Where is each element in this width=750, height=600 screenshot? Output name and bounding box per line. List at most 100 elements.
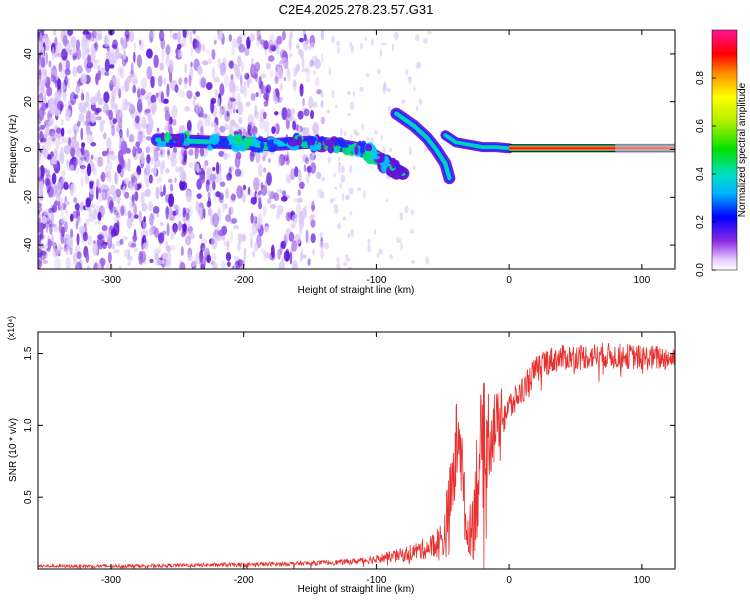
spectrogram-noise-blob — [197, 168, 202, 173]
spectrogram-noise-blob — [170, 233, 174, 240]
spectrogram-noise-blob — [217, 207, 222, 221]
spectrogram-noise-blob — [120, 206, 125, 217]
spectrogram-noise-blob — [255, 92, 259, 98]
spectrogram-noise-blob — [233, 224, 240, 230]
spectrogram-noise-blob — [87, 234, 93, 246]
spectrogram-noise-blob — [108, 150, 115, 156]
spectrogram-noise-blob — [141, 133, 145, 139]
spectrogram-ridge-blob — [287, 138, 299, 147]
spectrogram-noise-blob — [120, 37, 124, 46]
spectrogram-noise-blob — [138, 39, 142, 46]
spectrogram-noise-blob — [119, 66, 124, 79]
spectrogram-noise-blob — [181, 153, 187, 166]
spectrogram-noise-blob — [219, 106, 223, 119]
spectrogram-noise-blob — [302, 154, 309, 163]
snr-x-tick-label: 100 — [633, 575, 650, 586]
spectrogram-ridge-blob — [390, 170, 402, 180]
spectrogram-noise-blob — [112, 206, 117, 213]
spectrogram-noise-blob — [38, 142, 41, 150]
spectrogram-noise-blob — [146, 154, 151, 164]
spectrogram-noise-blob — [56, 50, 60, 57]
spectrogram-noise-blob — [330, 198, 335, 202]
spectrogram-noise-blob — [84, 218, 90, 226]
spectrogram-noise-blob — [226, 172, 233, 181]
spectrogram-noise-blob — [149, 30, 156, 39]
spectrogram-noise-blob — [95, 107, 102, 113]
spectrogram-noise-blob — [169, 59, 174, 74]
spectrogram-noise-blob — [69, 240, 73, 254]
spectrogram-noise-blob — [142, 129, 146, 141]
spectrogram-noise-blob — [38, 165, 45, 180]
spectrogram-noise-blob — [128, 103, 136, 115]
spectrogram-noise-blob — [184, 63, 187, 74]
spectrogram-noise-blob — [92, 163, 96, 175]
snr-x-tick-label: -300 — [101, 575, 121, 586]
spectrogram-noise-blob — [250, 92, 256, 101]
spectrogram-noise-blob — [95, 116, 102, 121]
spectrogram-noise-blob — [256, 38, 261, 48]
spectrogram-noise-blob — [152, 206, 160, 214]
spectrogram-noise-blob — [95, 73, 99, 86]
spectrogram-noise-blob — [310, 42, 315, 49]
spectrogram-noise-blob — [415, 105, 419, 112]
spectrogram-noise-blob — [72, 210, 79, 219]
spectrogram-noise-blob — [263, 167, 267, 173]
spectrogram-noise-blob — [132, 234, 138, 242]
spectrogram-noise-blob — [97, 156, 104, 168]
spectrogram-noise-blob — [115, 240, 123, 247]
spectrogram-noise-blob — [43, 91, 47, 101]
spectrogram-noise-blob — [340, 165, 345, 174]
spectrogram-noise-blob — [153, 54, 159, 69]
spectrogram-noise-blob — [200, 76, 207, 88]
snr-series-line — [38, 342, 675, 569]
spectrogram-noise-blob — [221, 200, 225, 214]
spectrogram-noise-blob — [102, 132, 107, 140]
spectrogram-noise-blob — [85, 31, 92, 40]
spectrogram-noise-blob — [382, 85, 386, 94]
spectrogram-ridge-blob — [168, 138, 175, 149]
spectrogram-noise-blob — [81, 51, 86, 60]
spectrogram-noise-blob — [289, 31, 293, 40]
spectrogram-noise-blob — [38, 150, 42, 160]
spectrogram-noise-blob — [175, 165, 179, 173]
spectrogram-ridge-blob — [160, 132, 166, 143]
spectrogram-noise-blob — [139, 250, 147, 263]
spectrogram-noise-blob — [347, 266, 353, 269]
spectrogram-noise-blob — [130, 108, 137, 120]
spectrogram-noise-blob — [245, 101, 251, 107]
spectrogram-noise-blob — [260, 182, 264, 189]
spectrogram-noise-blob — [224, 203, 228, 210]
spectrogram-noise-blob — [173, 224, 177, 235]
spectrogram-noise-blob — [110, 154, 118, 161]
spectrogram-noise-blob — [122, 185, 126, 195]
spectrogram-noise-blob — [425, 256, 430, 265]
spectrogram-noise-blob — [273, 96, 279, 105]
spectrogram-noise-blob — [267, 55, 275, 62]
spectrogram-noise-blob — [194, 159, 198, 172]
spectrogram-noise-blob — [38, 33, 43, 41]
spectrogram-noise-blob — [183, 78, 188, 89]
spectrogram-noise-blob — [181, 37, 187, 48]
spectrogram-noise-blob — [418, 98, 423, 106]
spectrogram-noise-blob — [145, 136, 152, 141]
spectrogram-noise-blob — [167, 178, 173, 183]
spectrogram-noise-blob — [188, 148, 194, 156]
spectrogram-noise-blob — [104, 164, 108, 176]
spectrogram-noise-blob — [282, 190, 287, 197]
spectrogram-noise-blob — [352, 91, 356, 97]
spectrogram-noise-blob — [345, 257, 351, 262]
spectrogram-noise-blob — [241, 193, 246, 203]
spectrogram-noise-blob — [340, 174, 346, 183]
spectrogram-ridge-blob — [300, 141, 310, 149]
spectrogram-noise-blob — [102, 102, 109, 114]
spectrogram-noise-blob — [116, 203, 121, 213]
spectrogram-noise-blob — [269, 33, 276, 46]
spectrogram-noise-blob — [239, 85, 245, 95]
spectrogram-noise-blob — [230, 73, 234, 81]
spectrogram-noise-blob — [290, 223, 296, 229]
spectrogram-ridge-blob — [218, 138, 230, 148]
spectrogram-noise-blob — [207, 57, 212, 65]
spectrogram-noise-blob — [258, 201, 263, 210]
spectrogram-noise-blob — [224, 74, 230, 88]
spectrogram-noise-blob — [245, 72, 248, 78]
